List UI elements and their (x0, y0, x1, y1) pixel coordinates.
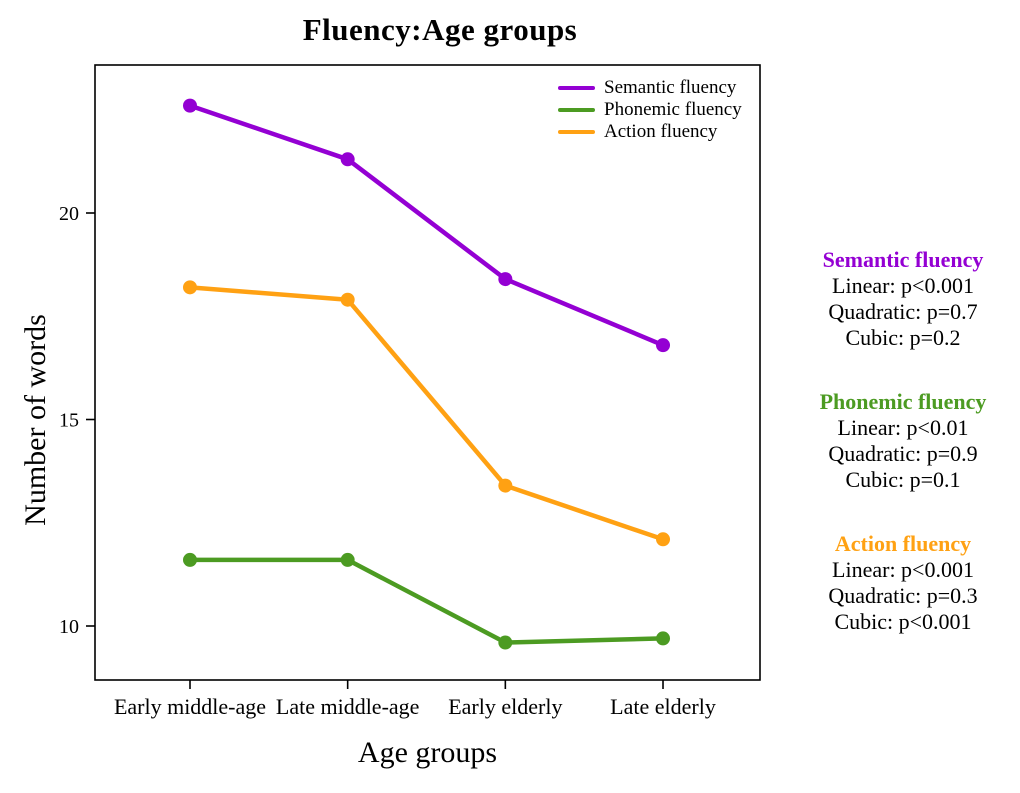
x-axis-label: Age groups (357, 736, 498, 769)
y-tick-label: 15 (59, 410, 79, 432)
y-tick-label: 20 (59, 203, 79, 225)
line-chart: 10 15 20 Early middle-age Late middle-age Ear… (59, 64, 761, 719)
stats-line: Quadratic: p=0.9 (828, 441, 978, 466)
legend-item-action-fluency: Action fluency (558, 121, 742, 143)
series-line-semantic-fluency (187, 103, 666, 348)
stats-line: Cubic: p<0.001 (834, 609, 972, 634)
stats-line: Cubic: p=0.2 (845, 325, 961, 350)
chart-title: Fluency:Age groups (302, 12, 578, 47)
data-point-action-fluency (498, 478, 513, 493)
y-tick-label: 10 (59, 616, 79, 638)
stats-line: Linear: p<0.01 (837, 415, 969, 440)
data-point-phonemic-fluency (498, 635, 513, 650)
stats-heading: Phonemic fluency (819, 389, 987, 414)
x-tick-label: Early middle-age (114, 694, 266, 719)
series-line-phonemic-fluency (187, 557, 666, 645)
data-point-semantic-fluency (183, 98, 197, 113)
stats-heading: Semantic fluency (822, 247, 984, 272)
x-tick-label: Late middle-age (276, 694, 420, 719)
data-point-phonemic-fluency (183, 552, 197, 567)
data-point-action-fluency (340, 292, 355, 307)
stats-line: Cubic: p=0.1 (845, 467, 961, 492)
data-point-phonemic-fluency (340, 552, 355, 567)
stats-line: Quadratic: p=0.3 (828, 583, 978, 608)
data-point-action-fluency (183, 280, 197, 295)
data-point-semantic-fluency (340, 152, 355, 167)
chart-legend: Semantic fluency Phonemic fluency Action… (558, 77, 742, 143)
stats-block-action-fluency: Action fluency Linear: p<0.001 Quadratic… (788, 530, 1018, 635)
plot-border (94, 64, 761, 681)
stats-line: Linear: p<0.001 (832, 557, 974, 582)
stats-block-phonemic-fluency: Phonemic fluency Linear: p<0.01 Quadrati… (788, 388, 1018, 493)
legend-label: Phonemic fluency (604, 99, 742, 120)
legend-line-swatch-icon (558, 86, 595, 90)
legend-item-semantic-fluency: Semantic fluency (558, 77, 742, 99)
x-tick-label: Early elderly (448, 694, 562, 719)
legend-label: Semantic fluency (604, 77, 737, 98)
legend-line-swatch-icon (558, 108, 595, 112)
stats-heading: Action fluency (834, 531, 972, 556)
legend-line-swatch-icon (558, 130, 595, 134)
stats-panel: Semantic fluency Linear: p<0.001 Quadrat… (788, 246, 1018, 672)
stats-line: Linear: p<0.001 (832, 273, 974, 298)
stats-block-semantic-fluency: Semantic fluency Linear: p<0.001 Quadrat… (788, 246, 1018, 351)
data-point-action-fluency (656, 532, 671, 547)
y-axis-label: Number of words (19, 314, 52, 526)
legend-item-phonemic-fluency: Phonemic fluency (558, 99, 742, 121)
stats-line: Quadratic: p=0.7 (828, 299, 978, 324)
legend-label: Action fluency (604, 121, 718, 142)
x-tick-label: Late elderly (610, 694, 716, 719)
series-line-action-fluency (187, 285, 666, 542)
data-point-phonemic-fluency (656, 631, 671, 646)
data-point-semantic-fluency (656, 338, 671, 353)
data-point-semantic-fluency (498, 272, 513, 287)
